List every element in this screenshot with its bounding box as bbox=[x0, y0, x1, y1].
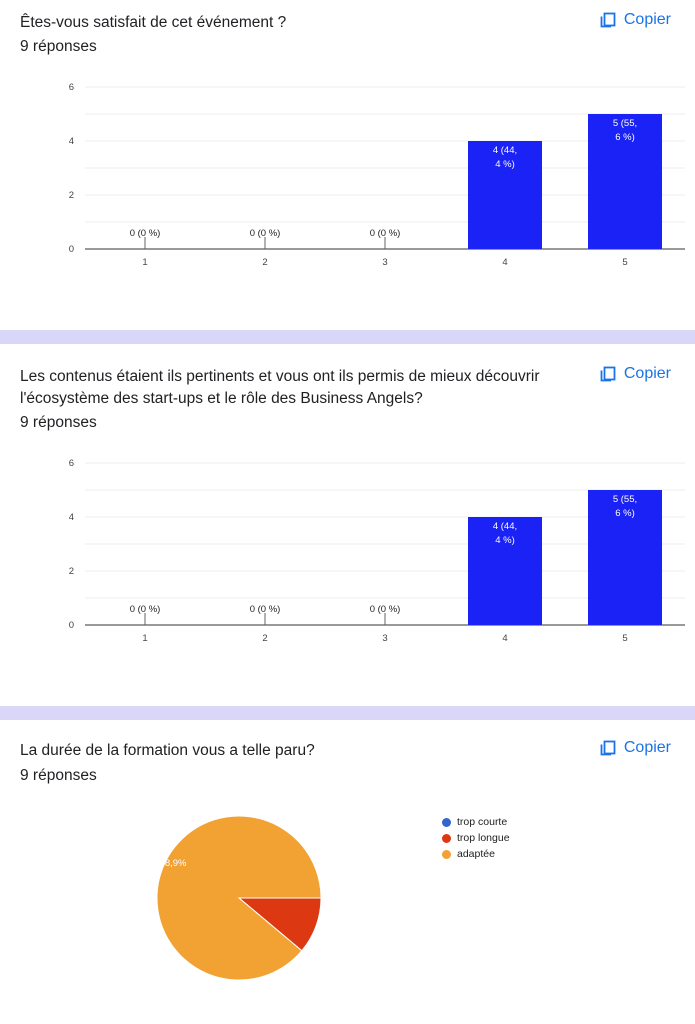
bar bbox=[468, 517, 542, 625]
legend-swatch bbox=[442, 817, 451, 827]
copy-label: Copier bbox=[623, 365, 671, 382]
legend-label: trop courte bbox=[457, 816, 508, 828]
y-tick-label: 4 bbox=[69, 512, 74, 523]
legend-item: trop longue bbox=[442, 832, 510, 844]
x-tick-label: 5 bbox=[622, 633, 627, 644]
y-tick-label: 6 bbox=[69, 458, 74, 469]
x-tick-label: 3 bbox=[382, 633, 387, 644]
question-title: Les contenus étaient ils pertinents et v… bbox=[20, 368, 540, 407]
card-separator bbox=[0, 706, 695, 720]
copy-button[interactable]: Copier bbox=[600, 11, 671, 29]
x-tick-label: 4 bbox=[502, 257, 507, 268]
y-tick-label: 4 bbox=[69, 136, 74, 147]
data-label: 4 (44, bbox=[493, 145, 517, 156]
question-card-1: Êtes-vous satisfait de cet événement ? 9… bbox=[0, 0, 695, 330]
x-tick-label: 1 bbox=[142, 633, 147, 644]
y-tick-label: 0 bbox=[69, 244, 74, 255]
data-label: 6 %) bbox=[615, 132, 635, 143]
bar bbox=[588, 114, 662, 249]
legend-label: trop longue bbox=[457, 832, 510, 844]
copy-label: Copier bbox=[623, 739, 671, 756]
data-label: 0 (0 %) bbox=[130, 228, 161, 239]
y-tick-label: 2 bbox=[69, 566, 74, 577]
x-tick-label: 1 bbox=[142, 257, 147, 268]
pie-percent-label: 88,9% bbox=[160, 858, 187, 869]
x-tick-label: 5 bbox=[622, 257, 627, 268]
data-label: 0 (0 %) bbox=[370, 604, 401, 615]
question-title: La durée de la formation vous a telle pa… bbox=[20, 742, 315, 759]
y-tick-label: 6 bbox=[69, 82, 74, 93]
copy-icon bbox=[600, 366, 616, 382]
copy-label: Copier bbox=[623, 11, 671, 28]
bar-chart-2: 0 2 4 6 0 (0 %) 1 0 (0 %) 2 0 (0 %) 3 4 (44, 4 %) 4 5… bbox=[69, 458, 685, 644]
x-tick-label: 2 bbox=[262, 633, 267, 644]
data-label: 4 (44, bbox=[493, 521, 517, 532]
response-count: 9 réponses bbox=[20, 414, 97, 431]
data-label: 0 (0 %) bbox=[250, 228, 281, 239]
question-card-2: Les contenus étaient ils pertinents et v… bbox=[0, 344, 695, 706]
copy-button[interactable]: Copier bbox=[600, 739, 671, 757]
legend-swatch bbox=[442, 849, 451, 859]
question-title: Êtes-vous satisfait de cet événement ? bbox=[20, 14, 287, 31]
y-tick-label: 0 bbox=[69, 620, 74, 631]
data-label: 0 (0 %) bbox=[370, 228, 401, 239]
bar bbox=[588, 490, 662, 625]
question-card-3: La durée de la formation vous a telle pa… bbox=[0, 720, 695, 1024]
data-label: 4 %) bbox=[495, 535, 515, 546]
card-separator bbox=[0, 330, 695, 344]
x-tick-label: 4 bbox=[502, 633, 507, 644]
response-count: 9 réponses bbox=[20, 38, 97, 55]
x-tick-label: 2 bbox=[262, 257, 267, 268]
data-label: 6 %) bbox=[615, 508, 635, 519]
bar-chart-1: 0 2 4 6 0 (0 %) 1 0 (0 %) 2 0 (0 %) 3 4 (44, 4 %) 4 5… bbox=[69, 82, 685, 268]
bar bbox=[468, 141, 542, 249]
data-label: 5 (55, bbox=[613, 494, 637, 505]
data-label: 5 (55, bbox=[613, 118, 637, 129]
legend-item: adaptée bbox=[442, 848, 495, 860]
copy-icon bbox=[600, 12, 616, 28]
x-tick-label: 3 bbox=[382, 257, 387, 268]
legend-swatch bbox=[442, 833, 451, 843]
y-tick-label: 2 bbox=[69, 190, 74, 201]
copy-icon bbox=[600, 740, 616, 756]
response-count: 9 réponses bbox=[20, 767, 97, 784]
pie-chart: 88,9% bbox=[156, 815, 322, 981]
legend-label: adaptée bbox=[457, 848, 495, 860]
data-label: 0 (0 %) bbox=[130, 604, 161, 615]
copy-button[interactable]: Copier bbox=[600, 365, 671, 383]
data-label: 0 (0 %) bbox=[250, 604, 281, 615]
data-label: 4 %) bbox=[495, 159, 515, 170]
legend-item: trop courte bbox=[442, 816, 507, 828]
pie-slice-adaptée bbox=[156, 815, 322, 981]
